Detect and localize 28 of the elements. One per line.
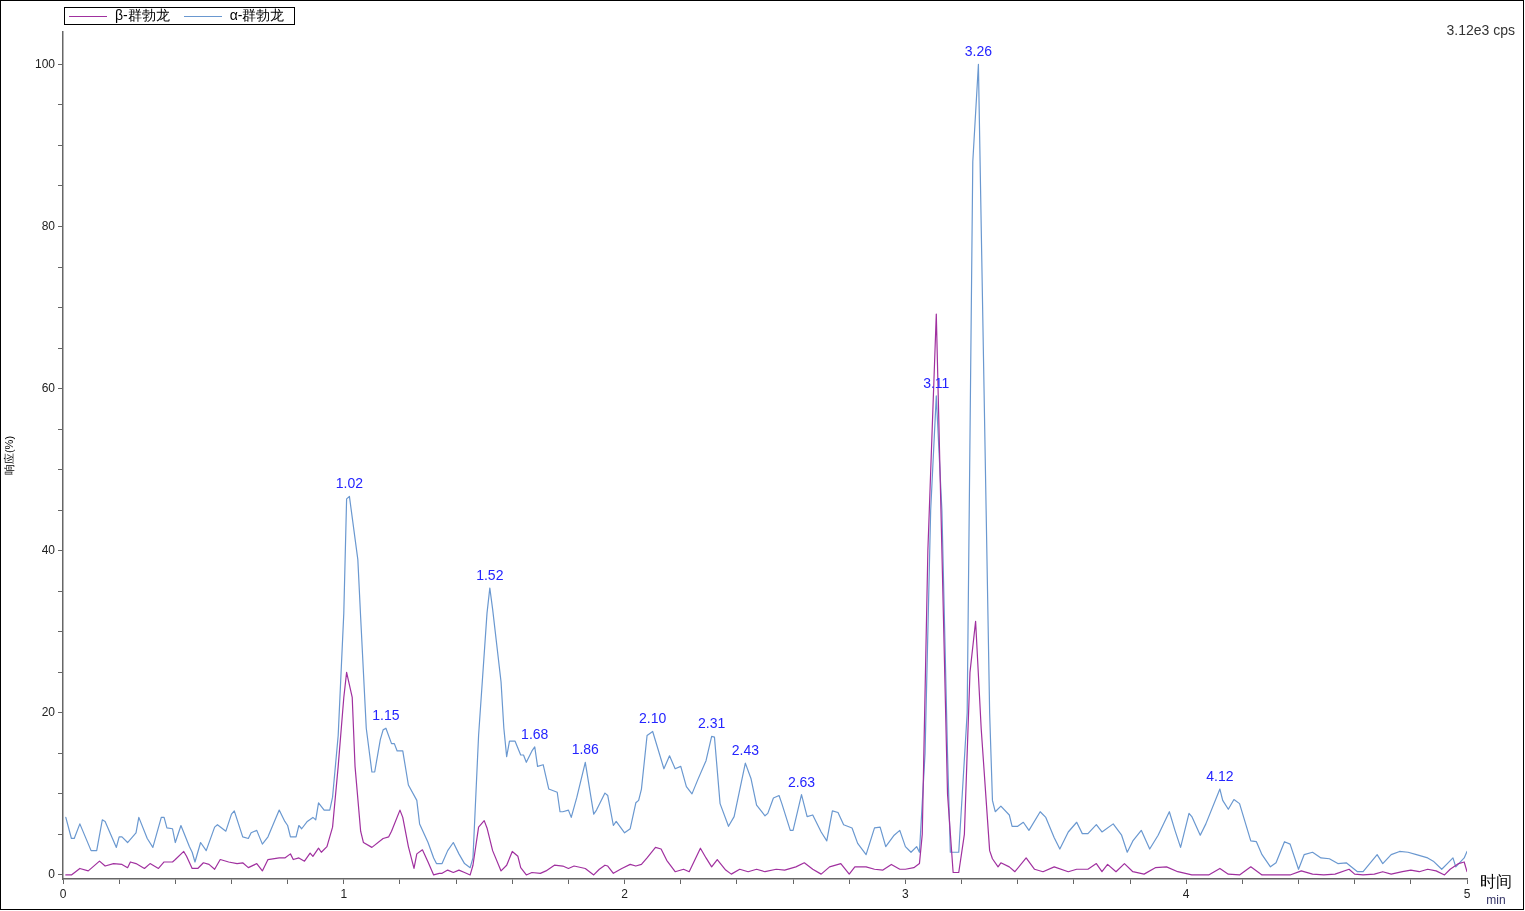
annotation: 2.31	[698, 715, 726, 732]
y-tick-label: 80	[41, 218, 56, 233]
legend-label: β-群勃龙	[115, 7, 170, 25]
annotation: 1.86	[571, 741, 600, 758]
annotation: 4.12	[1206, 767, 1234, 784]
y-axis-title: 响应(%)	[2, 435, 15, 476]
annotation: 2.43	[731, 741, 760, 758]
annotation: 2.63	[787, 773, 816, 790]
x-tick-label: 5	[1463, 886, 1471, 901]
y-tick-label: 60	[41, 380, 56, 395]
x-tick-label: 3	[902, 886, 910, 901]
x-tick-label: 1	[340, 886, 348, 901]
legend-label: α-群勃龙	[229, 7, 285, 25]
x-tick-label: 4	[1182, 886, 1190, 901]
annotation: 3.12e3 cps	[1446, 21, 1515, 38]
annotation: 2.10	[639, 710, 667, 727]
x-axis-title: 时间 min	[1480, 873, 1512, 908]
x-tick-label: 2	[621, 886, 629, 901]
annotation: 3.26	[964, 43, 993, 60]
x-tick-label: 0	[59, 886, 67, 901]
annotation: 1.68	[521, 725, 549, 742]
y-tick-label: 20	[41, 705, 56, 720]
y-tick-label: 40	[41, 543, 56, 558]
annotation: 1.52	[476, 566, 504, 583]
annotation: 1.02	[335, 475, 364, 492]
y-tick-label: 100	[34, 56, 56, 71]
annotation: 1.15	[372, 707, 400, 724]
y-tick-label: 0	[48, 867, 56, 882]
